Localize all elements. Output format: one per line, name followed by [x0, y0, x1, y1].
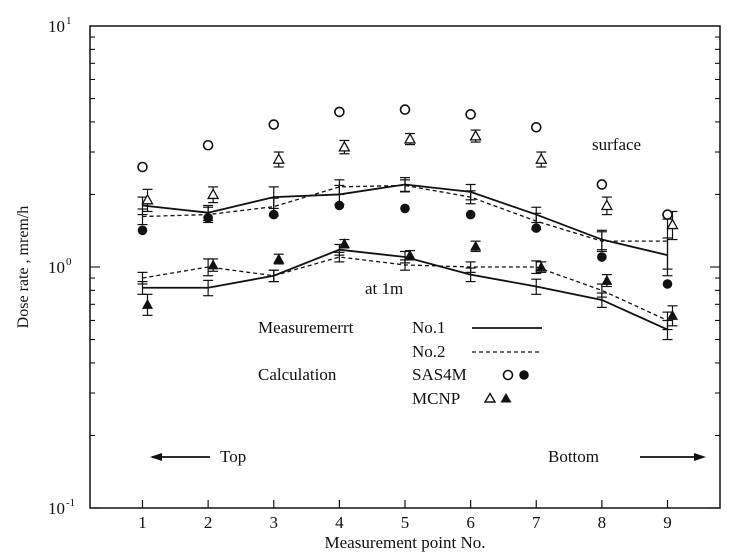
axis-ticks: [90, 36, 720, 509]
marker-sas4m-surface-4: [334, 106, 345, 118]
x-tick-label-1: 1: [138, 513, 147, 532]
annotation-surface: surface: [592, 135, 641, 154]
marker-mcnp-at-1m-3: [273, 253, 285, 264]
marker-sas4m-surface-5: [399, 104, 411, 115]
direction-top: Top: [150, 447, 246, 466]
marker-mcnp-at-1m-8: [601, 274, 613, 285]
legend-no1-label: No.1: [412, 318, 446, 337]
y-tick-label: 10: [48, 499, 65, 518]
marker-mcnp-surface-6: [469, 129, 482, 141]
series-line-no-2-surface: [142, 184, 668, 242]
marker-sas4m-at-1m-3: [268, 209, 279, 220]
x-tick-label-9: 9: [663, 513, 672, 532]
y-tick-label-exponent: 1: [66, 15, 72, 27]
marker-sas4m-surface-2: [202, 139, 214, 151]
error-bars: [137, 129, 678, 341]
marker-sas4m-at-1m-5: [400, 203, 410, 214]
x-tick-label-7: 7: [532, 513, 541, 532]
y-axis-label: Dose rate , mrem/h: [15, 206, 32, 329]
legend-no2-label: No.2: [412, 342, 446, 361]
legend-mcnp-label: MCNP: [412, 389, 460, 408]
y-tick-label: 10: [48, 17, 65, 36]
marker-mcnp-surface-7: [535, 152, 548, 164]
marker-mcnp-at-1m-2: [207, 259, 219, 270]
marker-mcnp-surface-9: [666, 218, 679, 230]
marker-mcnp-at-1m-4: [338, 238, 350, 249]
marker-sas4m-surface-7: [530, 121, 542, 133]
annotation-at-1m: at 1m: [365, 279, 403, 298]
x-tick-label-5: 5: [401, 513, 410, 532]
annotation-top: Top: [220, 447, 246, 466]
marker-mcnp-surface-1: [141, 193, 154, 205]
legend-mcnp-filled-marker: [500, 393, 512, 403]
direction-bottom: Bottom: [548, 447, 706, 466]
x-axis-label: Measurement point No.: [325, 533, 486, 552]
marker-mcnp-surface-3: [272, 152, 285, 164]
marker-sas4m-at-1m-9: [662, 279, 673, 289]
marker-sas4m-at-1m-2: [203, 213, 213, 223]
legend-calculation-label: Calculation: [258, 365, 337, 384]
x-tick-label-6: 6: [466, 513, 475, 532]
legend-sas4m-label: SAS4M: [412, 365, 467, 384]
marker-sas4m-surface-8: [596, 179, 608, 190]
marker-sas4m-surface-3: [268, 119, 280, 130]
marker-mcnp-surface-5: [403, 132, 417, 144]
x-tick-labels: 1 2 3 4 5 6 7 8 9: [138, 513, 672, 532]
y-tick-label-exponent: -1: [66, 497, 75, 509]
marker-sas4m-at-1m-1: [137, 225, 148, 236]
marker-mcnp-at-1m-9: [667, 309, 678, 320]
marker-sas4m-at-1m-4: [334, 200, 345, 211]
markers: [137, 104, 679, 320]
marker-sas4m-at-1m-6: [465, 209, 476, 220]
marker-sas4m-surface-9: [662, 209, 673, 220]
legend-mcnp-open-marker: [483, 392, 497, 403]
marker-mcnp-at-1m-6: [470, 240, 482, 251]
y-tick-label-exponent: 0: [66, 256, 72, 268]
marker-mcnp-at-1m-1: [142, 298, 153, 309]
marker-sas4m-at-1m-7: [531, 223, 542, 233]
marker-mcnp-surface-8: [600, 199, 613, 211]
legend-sas4m-open-marker: [502, 369, 514, 381]
legend-measurement-label: Measuremerrt: [258, 318, 354, 337]
marker-mcnp-at-1m-5: [404, 249, 416, 260]
x-tick-label-4: 4: [335, 513, 344, 532]
x-tick-label-8: 8: [598, 513, 607, 532]
x-tick-label-2: 2: [204, 513, 213, 532]
marker-sas4m-surface-1: [137, 161, 148, 173]
annotation-bottom: Bottom: [548, 447, 599, 466]
legend: Measuremerrt No.1 No.2 Calculation SAS4M…: [258, 318, 542, 408]
legend-sas4m-filled-marker: [519, 370, 529, 380]
y-tick-label: 10: [48, 258, 65, 277]
series-line-no-1-surface: [142, 183, 668, 257]
marker-sas4m-at-1m-8: [597, 252, 607, 262]
marker-sas4m-surface-6: [465, 109, 476, 120]
x-tick-label-3: 3: [270, 513, 279, 532]
marker-mcnp-at-1m-7: [535, 261, 547, 272]
marker-mcnp-surface-2: [207, 188, 220, 200]
marker-mcnp-surface-4: [338, 140, 351, 152]
